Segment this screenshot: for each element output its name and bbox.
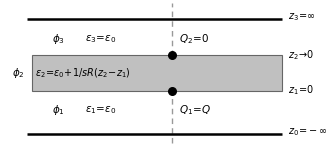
Point: [169, 89, 175, 92]
Text: $Q_2\!=\!0$: $Q_2\!=\!0$: [179, 32, 209, 46]
Point: [169, 54, 175, 57]
Text: $\varepsilon_2\!=\!\varepsilon_0\!+\!1/sR(z_2\!-\!z_1)$: $\varepsilon_2\!=\!\varepsilon_0\!+\!1/s…: [35, 66, 131, 80]
Text: $z_3\!=\!\infty$: $z_3\!=\!\infty$: [288, 11, 316, 23]
Text: $\varepsilon_1\!=\!\varepsilon_0$: $\varepsilon_1\!=\!\varepsilon_0$: [85, 104, 117, 116]
Text: $\phi_1$: $\phi_1$: [52, 103, 64, 117]
Text: $z_2\!\rightarrow\! 0$: $z_2\!\rightarrow\! 0$: [288, 49, 314, 62]
Text: $\phi_2$: $\phi_2$: [12, 66, 25, 80]
Text: $z_1\!=\!0$: $z_1\!=\!0$: [288, 84, 314, 97]
Text: $z_0\!=\!-\infty$: $z_0\!=\!-\infty$: [288, 126, 327, 138]
Text: $\phi_3$: $\phi_3$: [52, 32, 65, 46]
Bar: [32, 55, 282, 91]
Text: $Q_1\!=\!Q$: $Q_1\!=\!Q$: [179, 103, 211, 117]
Text: $\varepsilon_3\!=\!\varepsilon_0$: $\varepsilon_3\!=\!\varepsilon_0$: [85, 33, 117, 45]
